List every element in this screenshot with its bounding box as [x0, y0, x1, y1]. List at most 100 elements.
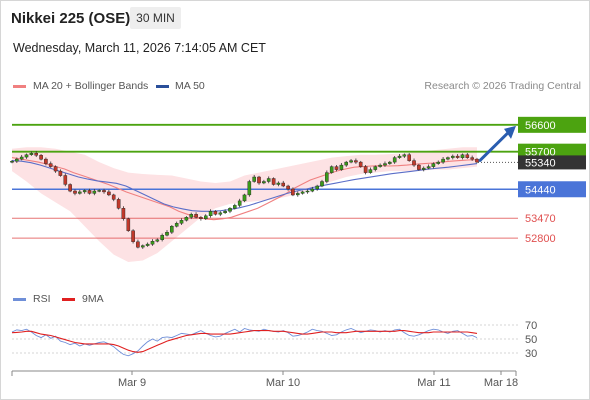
candle — [194, 212, 198, 219]
candle — [383, 161, 387, 167]
candle — [63, 173, 68, 187]
candle — [24, 153, 29, 159]
candle — [247, 179, 252, 197]
candle — [14, 157, 19, 164]
rsi-ma-legend-label: 9MA — [82, 293, 104, 305]
rsi-tick-label: 50 — [525, 334, 537, 346]
candle — [218, 211, 223, 217]
last-price-text: 55340 — [525, 157, 556, 169]
candle-body — [136, 241, 140, 248]
candle — [208, 209, 213, 218]
candle — [87, 188, 92, 195]
candle-body — [97, 190, 101, 192]
candle — [102, 188, 106, 194]
candle-body — [58, 170, 63, 176]
candle — [165, 230, 169, 237]
candle — [242, 193, 247, 203]
rsi-layer — [11, 328, 478, 357]
candle-body — [349, 160, 353, 163]
candle-body — [160, 234, 165, 240]
candle-body — [431, 163, 436, 167]
candle-body — [87, 190, 92, 194]
candle — [237, 198, 242, 208]
candle — [131, 229, 135, 244]
ma20-legend-swatch — [13, 85, 26, 88]
candle — [262, 179, 266, 185]
candle-body — [252, 176, 257, 182]
candle — [155, 238, 160, 243]
candle-body — [296, 193, 300, 196]
candle-body — [10, 160, 14, 163]
candle-body — [329, 166, 334, 173]
candle — [140, 244, 145, 249]
level-tag-text: 54440 — [525, 184, 556, 196]
level-tag-text: 52800 — [525, 233, 556, 245]
candle — [19, 154, 24, 161]
candle-body — [426, 166, 431, 169]
time-tick-label: Mar 9 — [118, 377, 146, 389]
candle — [228, 207, 232, 214]
candle-body — [470, 157, 475, 160]
candle-body — [121, 208, 126, 219]
candle — [339, 163, 344, 171]
candle — [82, 189, 87, 194]
candle — [199, 216, 203, 221]
level-tag-53470: 53470 — [525, 213, 556, 225]
candle — [455, 154, 460, 159]
candle-body — [436, 161, 441, 164]
candle-body — [397, 155, 402, 158]
candle — [203, 214, 208, 220]
candle-body — [300, 191, 305, 194]
candle — [257, 175, 261, 185]
timeframe-button[interactable]: 30 MIN — [130, 7, 181, 29]
candle-body — [281, 182, 286, 187]
time-tick-label: Mar 11 — [417, 377, 450, 389]
candle-body — [189, 214, 194, 218]
candle — [407, 153, 412, 162]
candle — [276, 181, 281, 187]
candle — [426, 164, 431, 170]
candle — [446, 156, 450, 161]
candle-body — [378, 164, 382, 167]
candle-body — [363, 166, 368, 173]
candle — [150, 239, 155, 246]
candle-body — [412, 160, 416, 166]
ma20-line — [11, 157, 478, 221]
candle — [402, 153, 407, 158]
candle-body — [53, 166, 58, 172]
candle — [68, 183, 72, 193]
candle — [431, 162, 436, 169]
ma50-legend-label: MA 50 — [175, 80, 205, 92]
candle-body — [165, 231, 169, 236]
candle — [363, 164, 368, 175]
candle-body — [223, 211, 227, 214]
candle-body — [92, 190, 97, 194]
candle-body — [34, 152, 38, 156]
rsi-ma-legend-swatch — [62, 298, 75, 301]
candle-body — [242, 194, 247, 202]
last-price-box — [518, 155, 586, 170]
candle-body — [63, 175, 68, 185]
candle-body — [184, 217, 189, 221]
candle — [320, 179, 324, 188]
level-tag-text: 53470 — [525, 213, 556, 225]
candle — [291, 187, 295, 197]
candle-body — [465, 154, 470, 158]
candle — [373, 165, 378, 172]
candle-body — [150, 240, 155, 245]
ma50-legend-swatch — [156, 85, 169, 88]
candle-body — [199, 217, 203, 220]
candle-body — [228, 208, 232, 212]
candle-body — [14, 158, 19, 162]
candle-body — [111, 194, 116, 200]
candle-body — [315, 185, 320, 190]
candle-body — [131, 230, 135, 242]
candle-body — [218, 212, 223, 215]
candle — [136, 239, 140, 249]
candle — [329, 165, 334, 174]
candle — [184, 216, 189, 222]
candle — [223, 209, 227, 215]
candle — [271, 177, 276, 186]
candle-body — [373, 166, 378, 170]
